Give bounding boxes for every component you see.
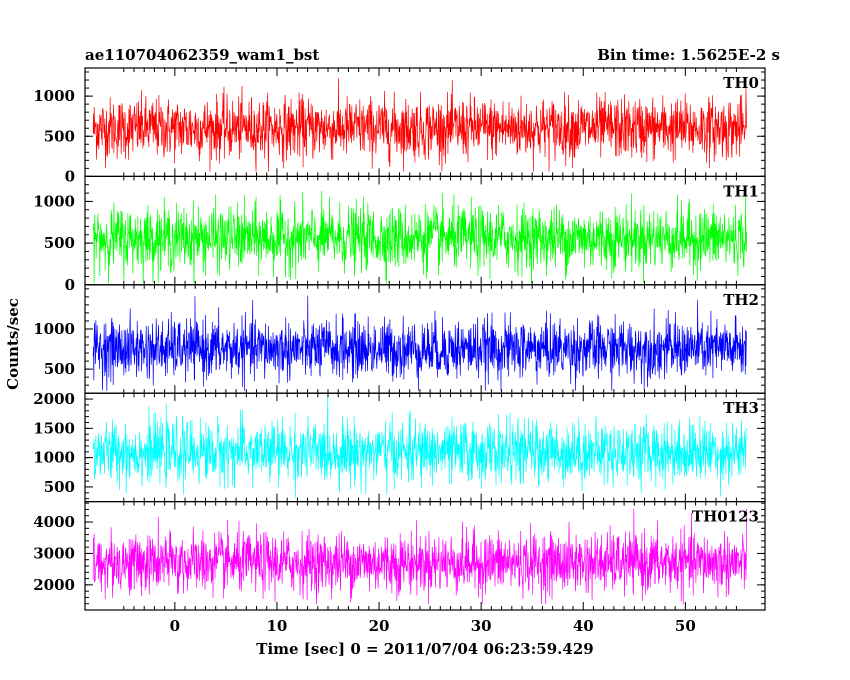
series-th0123 bbox=[92, 508, 747, 605]
y-tick-label: 3000 bbox=[33, 544, 75, 562]
panel-frame bbox=[84, 501, 766, 611]
y-tick-label: 500 bbox=[44, 127, 75, 145]
y-tick-label: 1000 bbox=[33, 320, 75, 338]
series-th0 bbox=[92, 78, 747, 172]
y-tick-label: 500 bbox=[44, 360, 75, 378]
panel-label: TH2 bbox=[723, 291, 759, 309]
panel-th2: 500 1000 TH2 bbox=[33, 284, 766, 394]
y-tick-label: 2000 bbox=[33, 390, 75, 408]
y-tick-label: 2000 bbox=[33, 576, 75, 594]
panel-th0123: 2000 3000 4000 TH0123 bbox=[33, 501, 766, 611]
y-tick-label: 4000 bbox=[33, 513, 75, 531]
x-tick-label: 50 bbox=[675, 617, 696, 635]
chart-title-left: ae110704062359_wam1_bst bbox=[85, 46, 319, 64]
series-th3 bbox=[92, 393, 747, 498]
y-tick-label: 1500 bbox=[33, 419, 75, 437]
panel-label: TH0123 bbox=[692, 508, 759, 526]
x-tick-label: 20 bbox=[369, 617, 390, 635]
x-axis-label: Time [sec] 0 = 2011/07/04 06:23:59.429 bbox=[256, 640, 593, 658]
panels-group: 0 500 1000 TH0 0 500 1000 TH1 500 1000 TH2 500 1000 1… bbox=[33, 67, 766, 611]
y-tick-label: 0 bbox=[65, 167, 75, 185]
y-axis-label: Counts/sec bbox=[4, 298, 22, 390]
y-tick-label: 1000 bbox=[33, 192, 75, 210]
x-axis: 0 10 20 30 40 50 bbox=[170, 617, 696, 635]
panel-th0: 0 500 1000 TH0 bbox=[33, 67, 766, 185]
panel-label: TH0 bbox=[723, 74, 759, 92]
x-tick-label: 0 bbox=[170, 617, 180, 635]
y-tick-label: 0 bbox=[65, 276, 75, 294]
x-tick-label: 10 bbox=[267, 617, 288, 635]
panel-label: TH1 bbox=[723, 182, 759, 200]
series-th1 bbox=[92, 191, 747, 284]
panel-label: TH3 bbox=[723, 399, 759, 417]
panel-th1: 0 500 1000 TH1 bbox=[33, 175, 766, 294]
y-tick-label: 500 bbox=[44, 478, 75, 496]
x-tick-label: 30 bbox=[471, 617, 492, 635]
chart-title-right: Bin time: 1.5625E-2 s bbox=[597, 46, 780, 64]
y-tick-label: 1000 bbox=[33, 449, 75, 467]
y-tick-label: 1000 bbox=[33, 87, 75, 105]
x-tick-label: 40 bbox=[573, 617, 594, 635]
y-tick-label: 500 bbox=[44, 234, 75, 252]
series-th2 bbox=[92, 295, 747, 391]
panel-th3: 500 1000 1500 2000 TH3 bbox=[33, 390, 766, 503]
